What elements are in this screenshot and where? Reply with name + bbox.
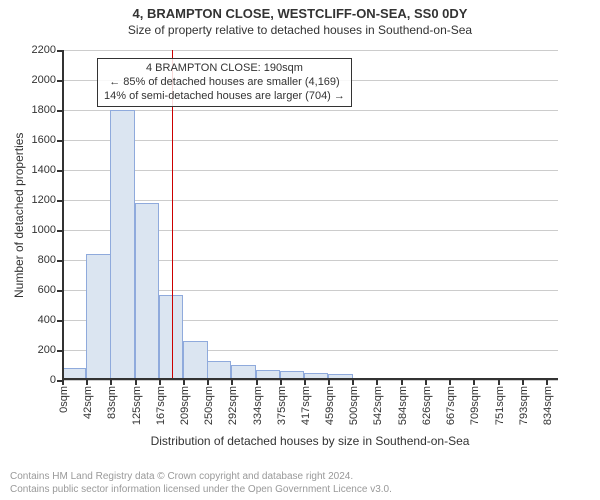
chart-title: 4, BRAMPTON CLOSE, WESTCLIFF-ON-SEA, SS0…	[0, 0, 600, 21]
x-tick-label: 751sqm	[494, 386, 506, 425]
x-tick-label: 292sqm	[227, 386, 239, 425]
annotation-line: 14% of semi-detached houses are larger (…	[104, 90, 345, 104]
histogram-bar	[159, 295, 183, 381]
x-tick-mark	[498, 380, 500, 385]
x-axis-label: Distribution of detached houses by size …	[62, 434, 558, 448]
x-tick-mark	[473, 380, 475, 385]
plot-area: 0200400600800100012001400160018002000220…	[62, 50, 558, 380]
y-tick-label: 0	[50, 374, 56, 386]
x-tick-mark	[425, 380, 427, 385]
x-tick-label: 709sqm	[469, 386, 481, 425]
y-tick-label: 200	[38, 344, 56, 356]
histogram-bar	[86, 254, 110, 380]
x-tick-mark	[376, 380, 378, 385]
chart-subtitle: Size of property relative to detached ho…	[0, 21, 600, 37]
x-tick-mark	[522, 380, 524, 385]
x-tick-mark	[546, 380, 548, 385]
x-axis-line	[62, 378, 558, 380]
x-tick-mark	[328, 380, 330, 385]
x-tick-label: 83sqm	[106, 386, 118, 419]
y-axis-label: Number of detached properties	[12, 50, 26, 380]
y-tick-label: 800	[38, 254, 56, 266]
x-tick-mark	[352, 380, 354, 385]
x-tick-mark	[135, 380, 137, 385]
footer-line1: Contains HM Land Registry data © Crown c…	[10, 470, 590, 483]
x-tick-mark	[86, 380, 88, 385]
chart-container: 4, BRAMPTON CLOSE, WESTCLIFF-ON-SEA, SS0…	[0, 0, 600, 500]
x-tick-mark	[256, 380, 258, 385]
y-tick-label: 400	[38, 314, 56, 326]
x-tick-mark	[159, 380, 161, 385]
annotation-line: ← 85% of detached houses are smaller (4,…	[104, 76, 345, 90]
x-tick-mark	[280, 380, 282, 385]
x-tick-label: 626sqm	[421, 386, 433, 425]
x-tick-mark	[449, 380, 451, 385]
x-tick-label: 584sqm	[397, 386, 409, 425]
x-tick-mark	[183, 380, 185, 385]
x-tick-label: 375sqm	[276, 386, 288, 425]
y-tick-label: 1600	[32, 134, 56, 146]
x-tick-mark	[207, 380, 209, 385]
y-tick-label: 1400	[32, 164, 56, 176]
x-tick-label: 250sqm	[203, 386, 215, 425]
footer: Contains HM Land Registry data © Crown c…	[0, 470, 600, 496]
histogram-bar	[110, 110, 134, 380]
y-tick-label: 1000	[32, 224, 56, 236]
x-tick-mark	[401, 380, 403, 385]
y-tick-label: 1800	[32, 104, 56, 116]
x-tick-mark	[304, 380, 306, 385]
x-tick-mark	[62, 380, 64, 385]
x-tick-label: 417sqm	[300, 386, 312, 425]
grid-line	[62, 110, 558, 111]
x-tick-label: 500sqm	[348, 386, 360, 425]
grid-line	[62, 50, 558, 51]
y-tick-label: 1200	[32, 194, 56, 206]
annotation-line: 4 BRAMPTON CLOSE: 190sqm	[104, 62, 345, 76]
histogram-bar	[135, 203, 159, 380]
y-tick-label: 600	[38, 284, 56, 296]
x-tick-label: 167sqm	[155, 386, 167, 425]
annotation-box: 4 BRAMPTON CLOSE: 190sqm← 85% of detache…	[97, 58, 352, 107]
histogram-bar	[183, 341, 207, 380]
x-tick-mark	[110, 380, 112, 385]
x-tick-label: 0sqm	[58, 386, 70, 413]
grid-line	[62, 200, 558, 201]
x-tick-label: 542sqm	[372, 386, 384, 425]
grid-line	[62, 140, 558, 141]
x-tick-label: 793sqm	[518, 386, 530, 425]
footer-line2: Contains public sector information licen…	[10, 483, 590, 496]
x-tick-label: 334sqm	[252, 386, 264, 425]
x-tick-label: 42sqm	[82, 386, 94, 419]
x-tick-label: 209sqm	[179, 386, 191, 425]
x-tick-mark	[231, 380, 233, 385]
x-tick-label: 125sqm	[131, 386, 143, 425]
y-tick-label: 2000	[32, 74, 56, 86]
x-tick-label: 667sqm	[445, 386, 457, 425]
grid-line	[62, 170, 558, 171]
x-tick-label: 834sqm	[542, 386, 554, 425]
y-tick-label: 2200	[32, 44, 56, 56]
x-tick-label: 459sqm	[324, 386, 336, 425]
y-axis-line	[62, 50, 64, 380]
